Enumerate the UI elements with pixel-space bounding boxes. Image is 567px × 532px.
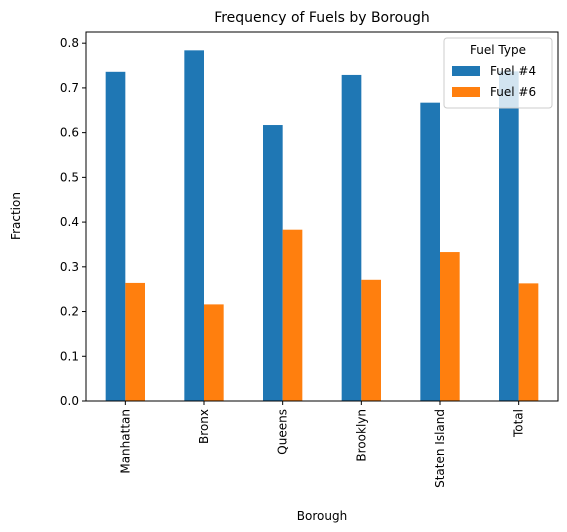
y-tick-label: 0.7 (60, 81, 79, 95)
legend-swatch-fuel-4 (452, 66, 480, 76)
y-tick-label: 0.1 (60, 349, 79, 363)
x-tick-label: Bronx (197, 409, 211, 444)
y-axis: 0.0 0.1 0.2 0.3 0.4 0.5 0.6 0.7 0.8 (60, 36, 86, 408)
x-axis-label: Borough (297, 509, 347, 523)
bar-fuel-4 (263, 125, 283, 402)
plot-frame (85, 31, 559, 402)
y-tick-label: 0.6 (60, 126, 79, 140)
plot-area (105, 50, 539, 402)
x-tick-label: Queens (276, 409, 290, 455)
y-tick-label: 0.4 (60, 215, 79, 229)
y-tick-label: 0.2 (60, 305, 79, 319)
bar-fuel-4 (105, 71, 126, 401)
y-tick-label: 0.5 (60, 170, 79, 184)
y-tick-label: 0.0 (60, 394, 79, 408)
bar-fuel-4 (420, 102, 440, 401)
legend-label-fuel-6: Fuel #6 (490, 85, 536, 99)
x-tick-label: Brooklyn (354, 409, 368, 462)
x-axis: Manhattan Bronx Queens Brooklyn Staten Islan… (118, 401, 526, 488)
chart-title: Frequency of Fuels by Borough (214, 10, 430, 26)
legend-label-fuel-4: Fuel #4 (490, 64, 536, 78)
bar-fuel-6 (282, 229, 303, 401)
legend: Fuel Type Fuel #4 Fuel #6 (443, 37, 553, 109)
bar-fuel-6 (518, 283, 539, 401)
bar-fuel-6 (361, 279, 381, 401)
bar-fuel-6 (125, 282, 145, 401)
y-axis-label: Fraction (9, 192, 23, 240)
bar-fuel-4 (341, 74, 362, 402)
x-tick-label: Manhattan (118, 409, 132, 474)
bar-fuel-6 (440, 252, 460, 401)
y-tick-label: 0.3 (60, 260, 79, 274)
legend-title: Fuel Type (470, 43, 526, 57)
bar-fuel-4 (499, 71, 519, 402)
legend-swatch-fuel-6 (452, 87, 480, 97)
bar-fuel-6 (204, 304, 224, 401)
bar-fuel-4 (184, 50, 204, 401)
x-tick-label: Total (512, 409, 526, 438)
x-tick-label: Staten Island (433, 409, 447, 488)
y-tick-label: 0.8 (60, 36, 79, 50)
